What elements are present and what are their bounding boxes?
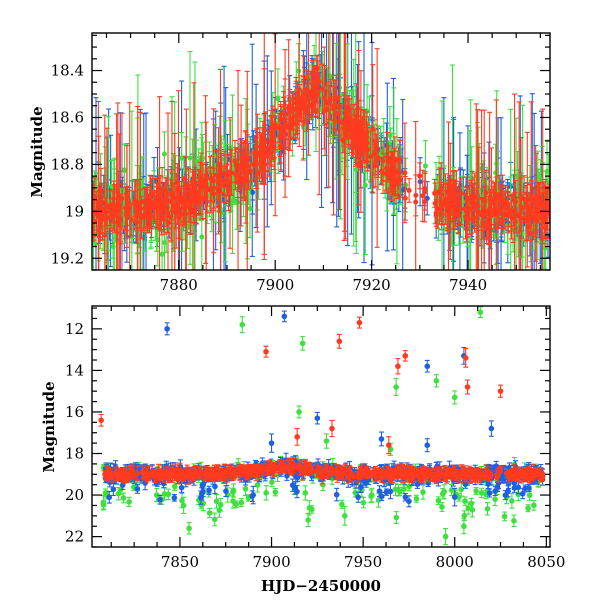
data-point	[501, 211, 507, 217]
data-point	[370, 126, 376, 132]
data-point	[200, 195, 206, 201]
data-point	[487, 206, 493, 212]
data-point	[246, 163, 252, 169]
data-point	[543, 225, 549, 231]
data-point	[406, 187, 412, 193]
data-point	[353, 167, 359, 173]
data-point	[379, 168, 385, 174]
data-point	[332, 112, 338, 118]
data-point	[524, 203, 530, 209]
data-point	[275, 96, 281, 102]
data-point	[521, 196, 527, 202]
data-point	[422, 163, 428, 169]
data-point	[319, 86, 325, 92]
data-point	[224, 172, 230, 178]
data-point	[254, 170, 260, 176]
data-point	[331, 104, 337, 110]
data-point	[434, 206, 440, 212]
data-point	[187, 155, 193, 161]
data-point	[373, 147, 379, 153]
data-point	[381, 147, 387, 153]
data-point	[138, 215, 144, 221]
data-point	[199, 234, 205, 240]
data-point	[149, 213, 155, 219]
data-point	[301, 92, 307, 98]
data-point	[383, 170, 389, 176]
data-point	[464, 197, 470, 203]
data-point	[413, 192, 419, 198]
data-point	[247, 206, 253, 212]
data-point	[420, 193, 426, 199]
data-point	[183, 197, 189, 203]
data-point	[161, 151, 167, 157]
data-point	[179, 155, 185, 161]
top-panel-points	[92, 33, 550, 270]
data-point	[547, 200, 550, 206]
data-point	[254, 144, 260, 150]
data-point	[119, 196, 125, 202]
data-point	[322, 108, 328, 114]
data-point	[422, 189, 428, 195]
data-point	[321, 95, 327, 101]
data-point	[387, 175, 393, 181]
data-point	[193, 159, 199, 165]
data-point	[296, 68, 302, 74]
data-point	[417, 173, 423, 179]
data-point	[159, 251, 165, 257]
